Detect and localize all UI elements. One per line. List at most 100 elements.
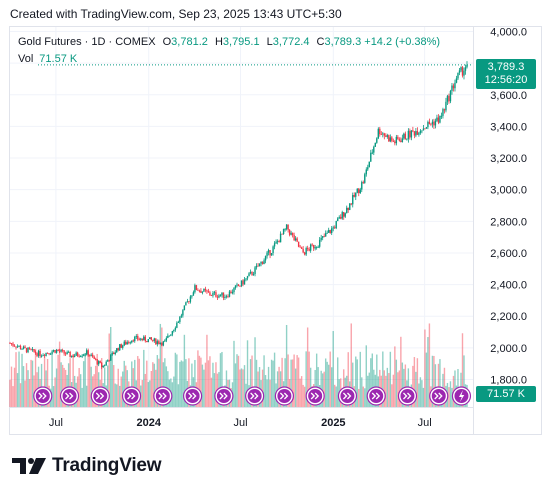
x-tick-label: Jul	[49, 417, 63, 429]
last-price-value: 3,789.3	[487, 61, 525, 73]
candle-body	[216, 296, 219, 298]
dividend-marker-icon[interactable]	[90, 386, 110, 406]
marker-disc	[155, 389, 170, 403]
candle-body	[45, 352, 47, 356]
dividend-marker-icon[interactable]	[429, 386, 449, 406]
candle-body	[153, 338, 156, 341]
candle-body	[215, 292, 217, 297]
volume-bar	[25, 363, 28, 407]
volume-bar	[107, 365, 109, 407]
dividend-marker-icon[interactable]	[366, 386, 386, 406]
candle-body	[143, 336, 145, 341]
candle-body	[362, 182, 364, 184]
dividend-marker-icon[interactable]	[33, 386, 53, 406]
dividend-marker-icon[interactable]	[397, 386, 418, 406]
candle-body	[60, 349, 62, 352]
volume-bar	[37, 366, 40, 407]
candle-body	[326, 232, 328, 234]
candle-body	[409, 130, 411, 138]
tradingview-logo[interactable]: TradingView	[12, 455, 162, 477]
candle-body	[10, 343, 13, 344]
candle-body	[335, 221, 337, 229]
dividend-marker-icon[interactable]	[153, 386, 173, 406]
candle-body	[418, 132, 420, 135]
volume-bar	[448, 387, 450, 407]
candle-body	[224, 297, 226, 298]
candle-body	[446, 95, 449, 102]
volume-bar	[137, 356, 139, 407]
y-tick-label: 2,200.0	[490, 311, 527, 323]
legend-high: 3,795.1	[222, 36, 260, 48]
volume-bar	[131, 361, 133, 407]
chevron-glyph	[219, 392, 228, 400]
candle-body	[347, 207, 349, 210]
candle-body	[346, 207, 348, 214]
dividend-marker-icon[interactable]	[214, 386, 234, 406]
chevron-glyph	[434, 392, 443, 400]
candle-body	[191, 295, 193, 297]
volume-bar	[294, 368, 297, 407]
candle-body	[149, 337, 151, 340]
y-tick-label: 3,600.0	[490, 90, 527, 102]
split-marker-icon[interactable]	[451, 386, 472, 406]
volume-bar	[188, 358, 190, 407]
candle-body	[392, 140, 395, 142]
candle-body	[386, 135, 389, 137]
candle-body	[413, 131, 416, 136]
candle-body	[18, 345, 20, 347]
candle-body	[358, 188, 360, 194]
marker-disc	[340, 389, 355, 403]
volume-bar	[150, 370, 153, 407]
candle-body	[317, 246, 319, 248]
dividend-marker-icon[interactable]	[59, 386, 80, 406]
grid-lines	[10, 27, 474, 434]
legend-symbol[interactable]: Gold Futures · 1D · COMEX	[18, 36, 156, 48]
bar-countdown: 12:56:20	[484, 74, 528, 86]
dividend-marker-icon[interactable]	[337, 386, 358, 406]
dividend-marker-icon[interactable]	[182, 386, 203, 406]
volume-bar	[149, 380, 151, 407]
candle-body	[52, 350, 55, 352]
candle-body	[222, 292, 225, 298]
volume-bar	[239, 369, 241, 407]
volume-bar	[324, 358, 327, 407]
candle-body	[445, 101, 447, 111]
candle-body	[251, 271, 253, 275]
legend-vol-label[interactable]: Vol	[18, 53, 34, 65]
volume-bar	[323, 371, 325, 407]
candle-body	[49, 353, 52, 355]
candle-body	[192, 292, 195, 296]
volume-bar	[305, 351, 307, 407]
volume-bar	[18, 351, 20, 407]
volume-bar	[212, 362, 214, 407]
volume-bar	[125, 365, 127, 407]
volume-bar	[90, 366, 92, 407]
candle-body	[40, 355, 43, 357]
volume-bar	[158, 358, 160, 407]
candle-body	[131, 340, 133, 343]
candle-body	[361, 182, 363, 190]
candle-body	[25, 347, 28, 353]
dividend-marker-icon[interactable]	[121, 386, 142, 406]
dividend-marker-icon[interactable]	[305, 386, 325, 406]
y-tick-label: 1,800.0	[490, 375, 527, 387]
volume-bar	[347, 352, 349, 407]
candle-body	[61, 349, 64, 351]
volume-bar	[119, 385, 121, 407]
volume-bar	[209, 356, 211, 407]
volume-bar	[437, 363, 440, 407]
dividend-marker-icon[interactable]	[245, 386, 265, 406]
candle-body	[252, 273, 255, 275]
y-tick-label: 2,600.0	[490, 248, 527, 260]
candle-body	[452, 85, 455, 89]
candle-body	[79, 356, 82, 357]
volume-bar	[180, 360, 183, 407]
candle-body	[254, 267, 256, 274]
candle-body	[24, 346, 26, 348]
dividend-marker-icon[interactable]	[274, 386, 295, 406]
candle-body	[416, 131, 419, 135]
candle-body	[415, 131, 417, 136]
candle-body	[454, 82, 456, 89]
volume-bar	[165, 366, 168, 407]
